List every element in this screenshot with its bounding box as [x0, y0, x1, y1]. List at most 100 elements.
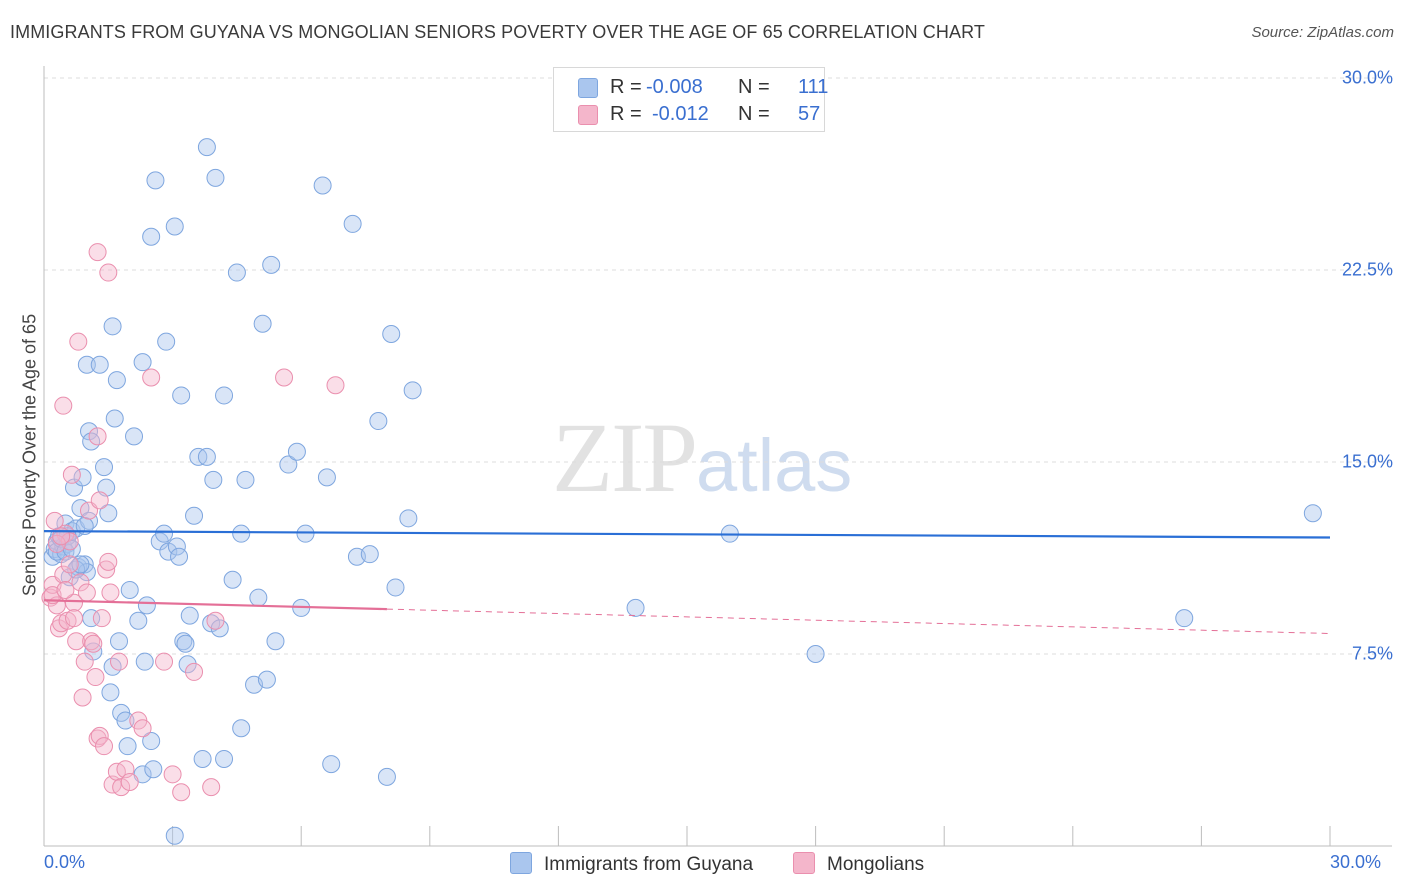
point-guyana — [197, 447, 216, 466]
point-mongolians — [62, 465, 81, 484]
point-guyana — [180, 606, 199, 625]
series-mongolians-points — [41, 243, 345, 802]
point-guyana — [317, 468, 336, 487]
point-mongolians — [99, 263, 118, 282]
point-guyana — [253, 314, 272, 333]
legend-n-value: 57 — [798, 103, 821, 125]
point-mongolians — [82, 632, 101, 651]
point-guyana — [99, 504, 118, 523]
point-mongolians — [101, 583, 120, 602]
point-guyana — [103, 317, 122, 336]
point-guyana — [1303, 504, 1322, 523]
point-mongolians — [88, 243, 107, 262]
point-mongolians — [133, 719, 152, 738]
trend-line-guyana — [43, 530, 1331, 539]
point-mongolians — [75, 652, 94, 671]
y-tick-label: 15.0% — [1341, 451, 1393, 472]
point-mongolians — [88, 427, 107, 446]
point-guyana — [90, 355, 109, 374]
point-guyana — [257, 670, 276, 689]
point-mongolians — [95, 737, 114, 756]
legend-r-value: -0.008 — [646, 76, 703, 98]
watermark-zip: ZIP — [552, 402, 698, 513]
point-guyana — [206, 168, 225, 187]
point-mongolians — [69, 332, 88, 351]
point-mongolians — [142, 368, 161, 387]
y-tick-label: 7.5% — [1351, 643, 1393, 664]
point-mongolians — [120, 773, 139, 791]
point-guyana — [185, 506, 204, 525]
point-guyana — [95, 458, 114, 477]
axes — [43, 66, 1392, 847]
legend-r-value: -0.012 — [652, 103, 709, 125]
legend-n-label: N = — [738, 103, 770, 125]
point-mongolians — [275, 368, 294, 387]
x-tick-label-max: 30.0% — [1330, 852, 1382, 872]
point-guyana — [399, 509, 418, 528]
point-mongolians — [65, 593, 84, 612]
series-guyana-points — [43, 138, 1322, 845]
legend-swatch-mongolians — [578, 105, 598, 125]
point-mongolians — [56, 581, 75, 599]
point-guyana — [125, 427, 144, 446]
watermark: ZIPatlas — [552, 400, 852, 515]
point-guyana — [155, 524, 174, 543]
point-guyana — [142, 732, 161, 751]
point-guyana — [107, 371, 126, 390]
point-guyana — [360, 545, 379, 564]
correlation-legend: R = -0.008 N = 111 R = -0.012 N = 57 — [553, 67, 828, 132]
point-mongolians — [71, 573, 90, 592]
point-guyana — [75, 555, 94, 574]
point-guyana — [227, 263, 246, 282]
bottom-legend-label-guyana: Immigrants from Guyana — [544, 854, 754, 875]
point-guyana — [77, 563, 96, 582]
point-guyana — [266, 632, 285, 651]
point-mongolians — [112, 778, 131, 797]
point-mongolians — [110, 652, 129, 671]
chart-title: IMMIGRANTS FROM GUYANA VS MONGOLIAN SENI… — [10, 22, 985, 42]
point-mongolians — [163, 765, 182, 784]
point-guyana — [197, 138, 216, 157]
point-mongolians — [54, 565, 73, 584]
point-guyana — [165, 217, 184, 236]
point-guyana — [110, 632, 129, 651]
point-guyana — [176, 634, 195, 653]
point-mongolians — [97, 560, 116, 579]
point-guyana — [223, 570, 242, 589]
point-guyana — [116, 711, 135, 730]
bottom-legend-mongolians: Mongolians — [793, 852, 924, 876]
point-mongolians — [86, 668, 105, 687]
point-guyana — [174, 632, 193, 651]
point-mongolians — [67, 632, 86, 651]
point-guyana — [144, 760, 163, 779]
point-mongolians — [155, 652, 174, 671]
point-guyana — [322, 755, 341, 774]
y-tick-label: 30.0% — [1341, 67, 1393, 88]
point-mongolians — [172, 783, 191, 802]
point-guyana — [249, 588, 268, 607]
point-guyana — [137, 596, 156, 615]
bottom-legend-label-mongolians: Mongolians — [827, 854, 925, 875]
point-guyana — [165, 826, 184, 845]
bottom-legend-guyana: Immigrants from Guyana — [510, 852, 753, 876]
source-attribution: Source: ZipAtlas.com — [1251, 24, 1394, 41]
bottom-legend-swatch-mongolians — [793, 852, 815, 874]
point-guyana — [262, 255, 281, 274]
legend-swatch-guyana — [578, 78, 598, 98]
point-guyana — [806, 645, 825, 663]
point-mongolians — [206, 611, 225, 630]
point-guyana — [193, 749, 212, 768]
point-guyana — [77, 355, 96, 374]
point-guyana — [377, 767, 396, 786]
point-guyana — [369, 412, 388, 431]
point-guyana — [135, 652, 154, 671]
point-guyana — [1175, 609, 1194, 628]
point-guyana — [129, 611, 148, 630]
point-mongolians — [185, 662, 204, 681]
legend-r-label: R = — [610, 103, 642, 125]
point-guyana — [232, 719, 251, 738]
legend-r-label: R = — [610, 76, 642, 98]
point-guyana — [118, 737, 137, 756]
point-mongolians — [99, 552, 118, 571]
